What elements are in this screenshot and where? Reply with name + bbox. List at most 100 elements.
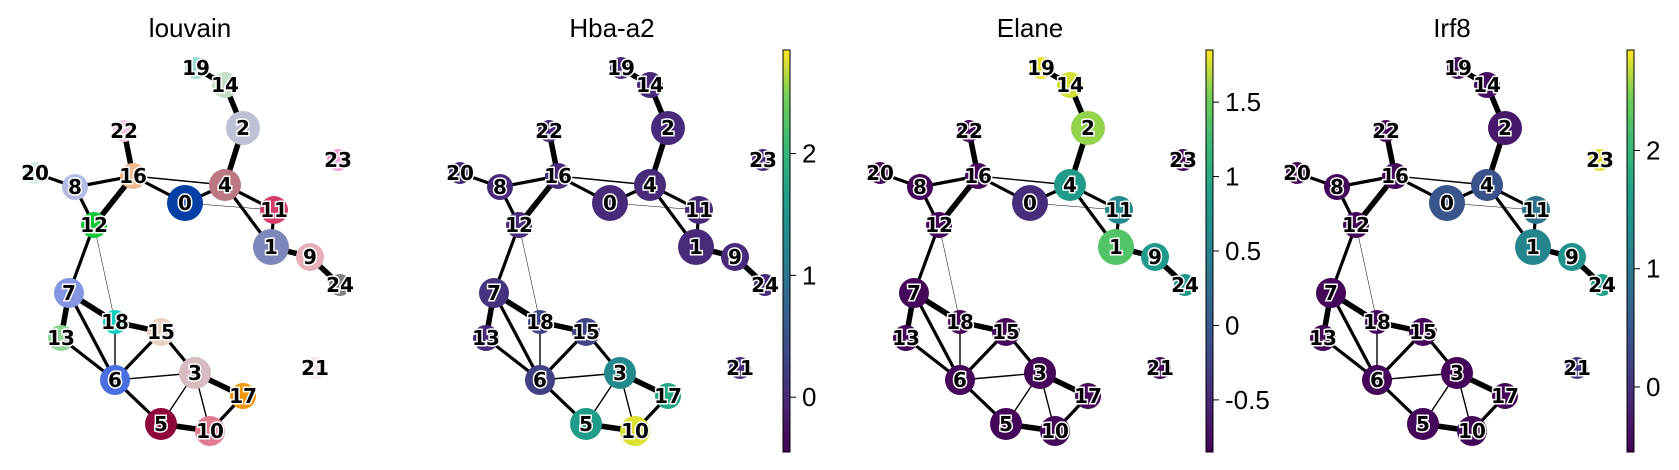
node-2 — [651, 111, 685, 145]
node-13 — [893, 325, 919, 351]
node-9 — [1141, 243, 1169, 271]
edge-12-18 — [518, 224, 541, 323]
node-label-15: 15 — [992, 320, 1020, 344]
colorbar-tick-label: 1 — [1646, 254, 1660, 284]
node-label-24: 24 — [326, 273, 354, 297]
node-24 — [329, 274, 351, 296]
node-label-8: 8 — [1330, 175, 1344, 199]
node-13 — [48, 325, 74, 351]
node-label-2: 2 — [236, 116, 250, 140]
node-label-9: 9 — [728, 245, 742, 269]
node-label-0: 0 — [1440, 191, 1454, 215]
node-11 — [685, 196, 713, 224]
node-19 — [610, 57, 632, 79]
node-24 — [1591, 274, 1613, 296]
node-5 — [570, 408, 602, 440]
node-label-8: 8 — [68, 175, 82, 199]
node-label-24: 24 — [1588, 273, 1616, 297]
node-22 — [958, 120, 980, 142]
node-label-7: 7 — [62, 281, 76, 305]
node-label-10: 10 — [621, 419, 649, 443]
node-label-4: 4 — [1480, 173, 1494, 197]
node-11 — [1105, 196, 1133, 224]
node-label-17: 17 — [1491, 384, 1519, 408]
node-4 — [209, 169, 241, 201]
node-23 — [327, 149, 349, 171]
node-21 — [1149, 357, 1171, 379]
node-label-12: 12 — [925, 213, 953, 237]
node-label-24: 24 — [1171, 273, 1199, 297]
node-label-10: 10 — [1041, 419, 1069, 443]
colorbar: 0 1 2 — [1626, 49, 1660, 453]
node-label-5: 5 — [1416, 412, 1430, 436]
node-13 — [473, 325, 499, 351]
node-18 — [103, 310, 127, 334]
node-label-10: 10 — [196, 419, 224, 443]
node-14 — [637, 72, 663, 98]
node-16 — [120, 163, 146, 189]
node-label-17: 17 — [229, 384, 257, 408]
node-17 — [655, 383, 681, 409]
node-20 — [869, 162, 891, 184]
node-label-14: 14 — [211, 73, 239, 97]
node-11 — [1522, 196, 1550, 224]
edge-12-18 — [93, 224, 116, 323]
node-label-3: 3 — [613, 361, 627, 385]
node-label-19: 19 — [607, 56, 635, 80]
node-label-18: 18 — [946, 310, 974, 334]
node-16 — [1382, 163, 1408, 189]
node-label-5: 5 — [154, 412, 168, 436]
node-label-13: 13 — [1309, 326, 1337, 350]
node-14 — [1057, 72, 1083, 98]
node-label-7: 7 — [487, 281, 501, 305]
node-label-13: 13 — [892, 326, 920, 350]
node-label-2: 2 — [661, 116, 675, 140]
node-label-13: 13 — [47, 326, 75, 350]
node-label-7: 7 — [1324, 281, 1338, 305]
node-23 — [1589, 149, 1611, 171]
node-label-6: 6 — [1370, 368, 1384, 392]
panel-1: Hba-a20123456789101112131415161718192021… — [445, 13, 780, 446]
node-label-22: 22 — [535, 119, 563, 143]
colorbar-tick-label: 1 — [802, 260, 816, 290]
node-label-9: 9 — [1565, 245, 1579, 269]
node-21 — [304, 357, 326, 379]
colorbar-tick-label: 0 — [1225, 310, 1239, 340]
node-label-23: 23 — [749, 148, 777, 172]
node-label-16: 16 — [544, 164, 572, 188]
node-0 — [592, 185, 628, 221]
node-label-10: 10 — [1458, 419, 1486, 443]
node-label-21: 21 — [1146, 356, 1174, 380]
edge-12-18 — [1355, 224, 1378, 323]
node-1 — [253, 229, 289, 265]
node-label-14: 14 — [636, 73, 664, 97]
node-15 — [992, 318, 1020, 346]
node-16 — [545, 163, 571, 189]
node-10 — [620, 416, 650, 446]
node-0 — [1429, 185, 1465, 221]
node-0 — [1012, 185, 1048, 221]
node-label-9: 9 — [1148, 245, 1162, 269]
node-3 — [1024, 357, 1056, 389]
node-4 — [1054, 169, 1086, 201]
node-10 — [1457, 416, 1487, 446]
node-7 — [1316, 278, 1346, 308]
node-3 — [179, 357, 211, 389]
node-2 — [226, 111, 260, 145]
node-15 — [1409, 318, 1437, 346]
node-label-11: 11 — [685, 198, 713, 222]
node-1 — [1098, 229, 1134, 265]
node-label-12: 12 — [505, 213, 533, 237]
node-7 — [54, 278, 84, 308]
node-8 — [907, 174, 933, 200]
node-6 — [100, 365, 130, 395]
node-label-6: 6 — [533, 368, 547, 392]
node-2 — [1488, 111, 1522, 145]
node-24 — [1174, 274, 1196, 296]
node-3 — [604, 357, 636, 389]
node-label-1: 1 — [264, 235, 278, 259]
